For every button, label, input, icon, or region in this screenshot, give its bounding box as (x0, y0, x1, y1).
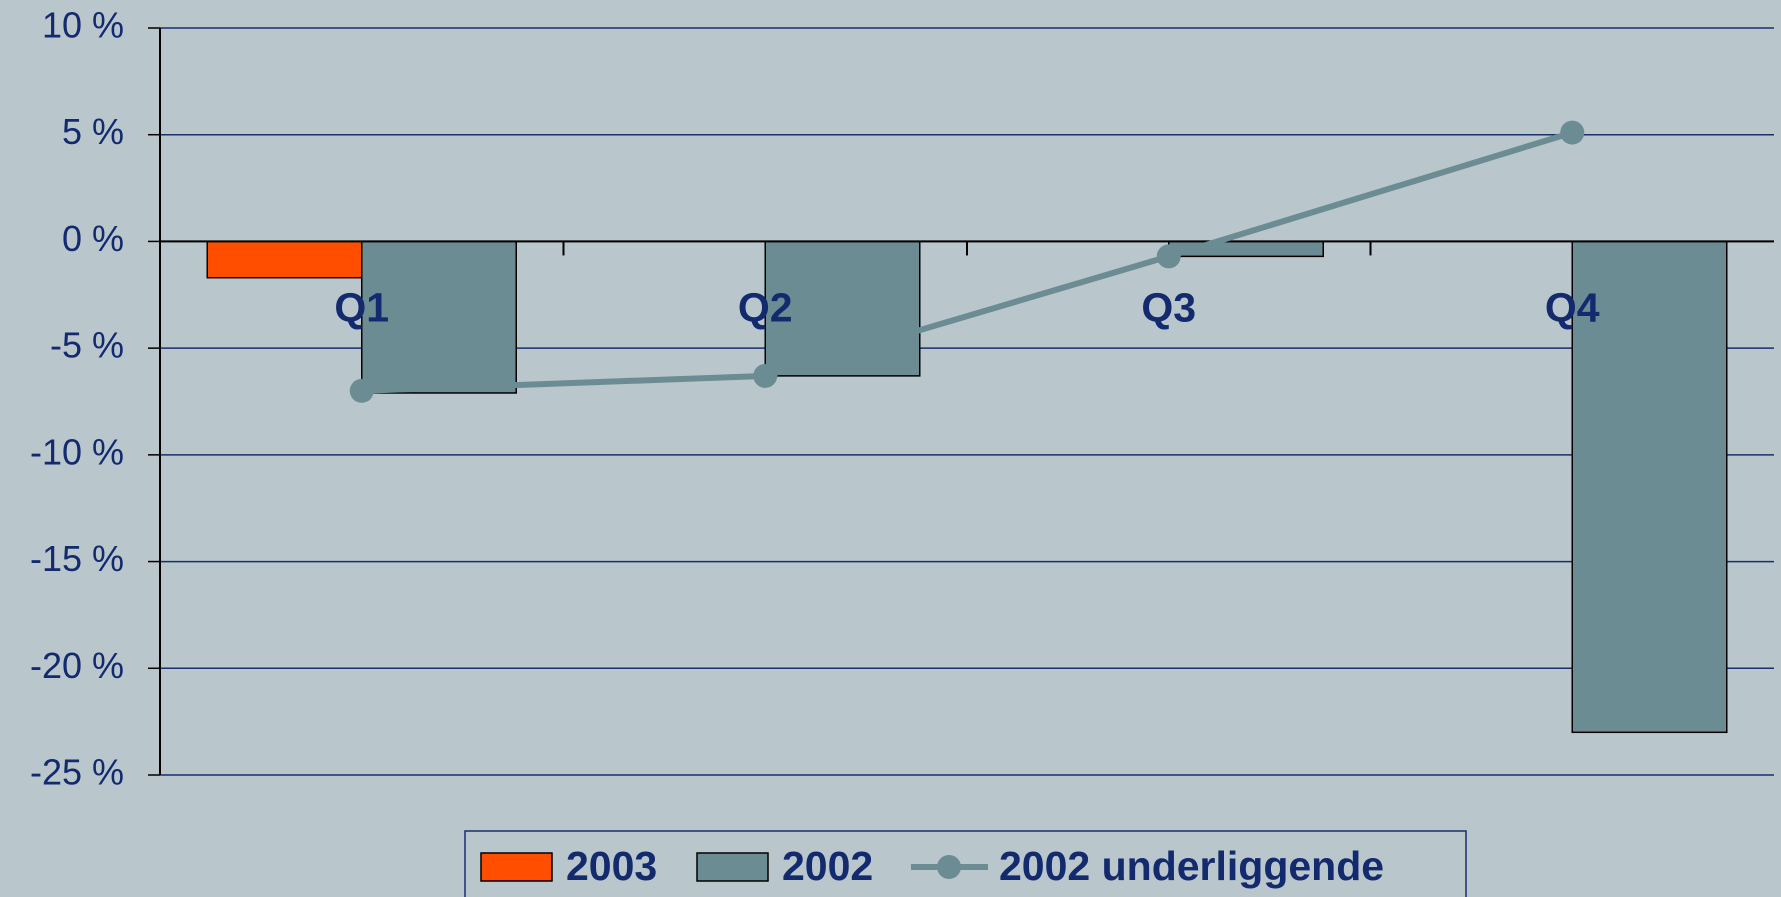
bar (206, 240, 363, 279)
y-tick-label: -10 % (30, 431, 124, 472)
bar (361, 240, 517, 394)
y-tick-label: 10 % (42, 5, 124, 46)
y-tick-label: -25 % (30, 752, 124, 793)
line-marker (1560, 120, 1585, 145)
line (361, 129, 1574, 394)
line-marker (1156, 244, 1181, 269)
y-tick-label: 0 % (62, 218, 124, 259)
y-tick-label: -15 % (30, 538, 124, 579)
bar (1571, 240, 1728, 734)
x-tick-label: Q4 (1545, 284, 1600, 330)
x-tick-label: Q1 (334, 284, 389, 330)
legend-label: 2002 underliggende (999, 843, 1384, 889)
y-tick-label: -20 % (30, 645, 124, 686)
legend-marker (937, 855, 961, 879)
line-marker (349, 378, 374, 403)
y-tick-label: 5 % (62, 111, 124, 152)
legend-swatch (696, 852, 769, 882)
legend-box (464, 830, 1467, 897)
y-tick-label: -5 % (50, 325, 124, 366)
legend-swatch (480, 852, 553, 882)
legend-label: 2002 (782, 843, 873, 889)
x-tick-label: Q3 (1141, 284, 1196, 330)
x-tick-label: Q2 (738, 284, 793, 330)
line-marker (753, 363, 778, 388)
legend-label: 2003 (566, 843, 657, 889)
